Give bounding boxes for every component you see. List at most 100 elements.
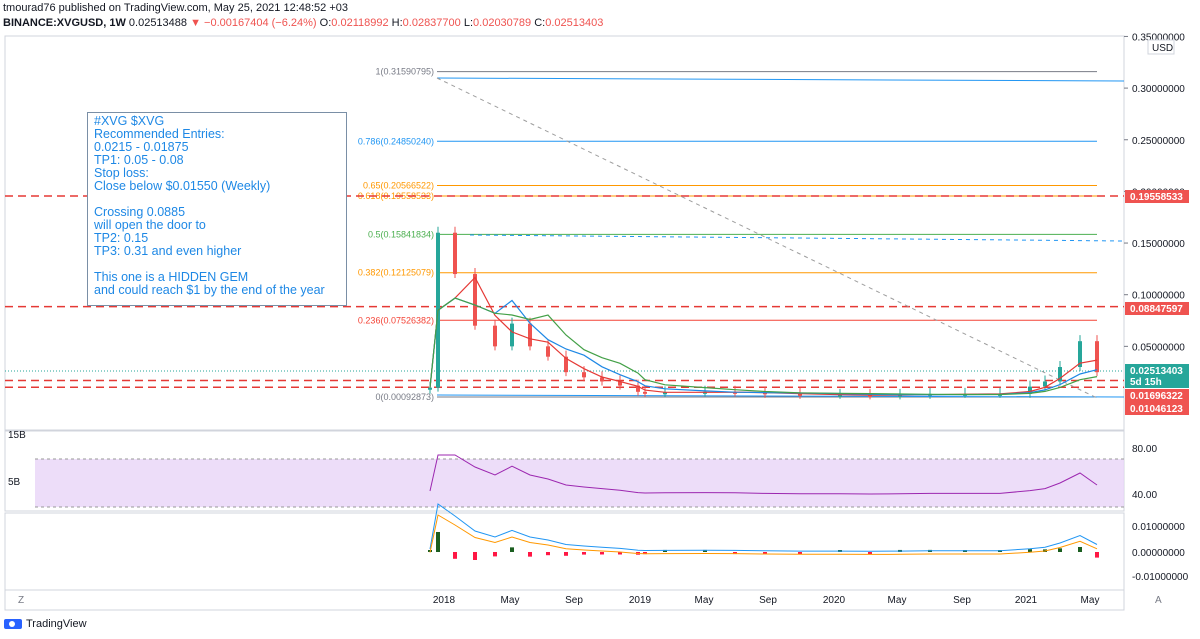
- auto-scale-button: A: [1155, 595, 1162, 606]
- time-tick-label: Sep: [759, 595, 777, 606]
- fib-level-label: 0.382(0.12125079): [358, 268, 434, 278]
- candle-body: [1078, 341, 1082, 368]
- price-pane: [4, 35, 1125, 431]
- rsi-line: [429, 454, 1098, 495]
- candle-body: [618, 381, 622, 386]
- time-tick-label: 2018: [433, 595, 456, 606]
- time-tick-label: 2021: [1015, 595, 1038, 606]
- candle-body: [428, 387, 432, 390]
- price-label-text: 0.19558533: [1130, 192, 1183, 203]
- macd-line: [429, 503, 1098, 552]
- candle-body: [798, 393, 802, 396]
- candle-body: [763, 392, 767, 395]
- candle-body: [493, 325, 497, 347]
- candle-body: [582, 372, 586, 378]
- candle-body: [546, 346, 550, 357]
- annotation-line: TP1: 0.05 - 0.08: [94, 153, 184, 167]
- annotation-line: 0.0215 - 0.01875: [94, 140, 189, 154]
- macd-histogram-bar: [546, 552, 550, 556]
- macd-histogram-bar: [798, 552, 802, 555]
- symbol-name[interactable]: BINANCE:XVGUSD, 1W: [3, 17, 126, 29]
- fib-level-label: 0.236(0.07526382): [358, 315, 434, 325]
- macd-histogram-bar: [1028, 549, 1032, 552]
- annotation-box[interactable]: #XVG $XVG Recommended Entries: 0.0215 - 0.…: [87, 112, 347, 306]
- diagonal-trendline: [436, 77, 1098, 399]
- price-label-badge: [1125, 364, 1189, 377]
- time-tick-label: 2020: [823, 595, 846, 606]
- time-tick-label: May: [501, 595, 520, 606]
- price-tick-label: 0.10000000: [1132, 291, 1185, 302]
- down-arrow-icon: ▼: [190, 17, 201, 29]
- candle-body: [510, 323, 514, 347]
- volume-tick-label: 15B: [8, 430, 26, 441]
- annotation-line: TP3: 0.31 and even higher: [94, 244, 242, 258]
- low-value: 0.02030789: [473, 17, 532, 29]
- macd-histogram-bar: [733, 552, 737, 555]
- tradingview-logo-icon: [4, 619, 22, 629]
- candle-body: [898, 394, 902, 397]
- macd-histogram-bar: [763, 552, 767, 555]
- price-label-text: 0.08847597: [1130, 304, 1183, 315]
- annotation-line: This one is a HIDDEN GEM: [94, 270, 249, 284]
- macd-histogram-bar: [1078, 547, 1082, 552]
- last-price: 0.02513488: [128, 17, 188, 29]
- candle-body: [453, 232, 457, 275]
- price-tick-label: 0.25000000: [1132, 136, 1185, 147]
- macd-histogram-bar: [868, 552, 872, 555]
- rsi-tick-label: 40.00: [1132, 490, 1157, 501]
- publish-info: tmourad76 published on TradingView.com, …: [3, 2, 348, 15]
- price-label-badge: [1125, 190, 1189, 203]
- macd-histogram-bar: [643, 552, 647, 555]
- macd-histogram-bar: [436, 532, 440, 552]
- annotation-line: and could reach $1 by the end of the yea…: [94, 283, 325, 297]
- close-value: 0.02513403: [545, 17, 604, 29]
- symbol-info: BINANCE:XVGUSD, 1W 0.02513488 ▼ −0.00167…: [3, 17, 603, 30]
- annotation-line: Crossing 0.0885: [94, 205, 186, 219]
- price-label-text: 0.01046123: [1130, 404, 1183, 415]
- price-tick-label: 0.05000000: [1132, 342, 1185, 353]
- price-label-badge: [1125, 302, 1189, 315]
- macd-tick-label: -0.01000000: [1132, 572, 1189, 583]
- annotation-line: will open the door to: [94, 218, 206, 232]
- candle-body: [643, 391, 647, 394]
- candle-body: [1095, 341, 1099, 373]
- macd-pane: [4, 512, 1125, 591]
- candle-body: [636, 385, 640, 392]
- high-label: H:: [391, 17, 403, 29]
- brand-name: TradingView: [26, 618, 87, 630]
- macd-tick-label: 0.00000000: [1132, 548, 1185, 559]
- upper-trendline: [436, 77, 1125, 82]
- macd-histogram-bar: [663, 549, 667, 552]
- price-label-badge: [1125, 389, 1189, 402]
- macd-histogram-bar: [510, 547, 514, 552]
- fib-level-label: 0(0.00092873): [375, 392, 434, 402]
- price-label-badge: [1125, 402, 1189, 415]
- candle-body: [600, 377, 604, 382]
- time-axis: [4, 589, 1125, 611]
- high-value: 0.02837700: [402, 17, 461, 29]
- rsi-tick-label: 80.00: [1132, 444, 1157, 455]
- candle-body: [1028, 386, 1032, 394]
- macd-histogram-bar: [473, 552, 477, 560]
- macd-histogram-bar: [453, 552, 457, 559]
- time-tick-label: May: [888, 595, 907, 606]
- lower-trendline: [436, 394, 1125, 398]
- annotation-line: Recommended Entries:: [94, 127, 225, 141]
- time-tick-label: Sep: [953, 595, 971, 606]
- candle-body: [1058, 367, 1062, 382]
- time-tick-label: Sep: [565, 595, 583, 606]
- currency-label: USD: [1152, 43, 1173, 54]
- signal-line: [429, 514, 1098, 555]
- macd-histogram-bar: [582, 552, 586, 555]
- close-label: C:: [534, 17, 546, 29]
- macd-histogram-bar: [600, 552, 604, 555]
- macd-histogram-bar: [703, 549, 707, 552]
- candle-body: [838, 394, 842, 397]
- time-tick-label: 2019: [629, 595, 652, 606]
- time-tick-label: May: [1081, 595, 1100, 606]
- moving-average-line: [429, 297, 1098, 396]
- price-label-text: 0.01696322: [1130, 391, 1183, 402]
- price-change: −0.00167404 (−6.24%): [204, 17, 317, 29]
- price-tick-label: 0.30000000: [1132, 84, 1185, 95]
